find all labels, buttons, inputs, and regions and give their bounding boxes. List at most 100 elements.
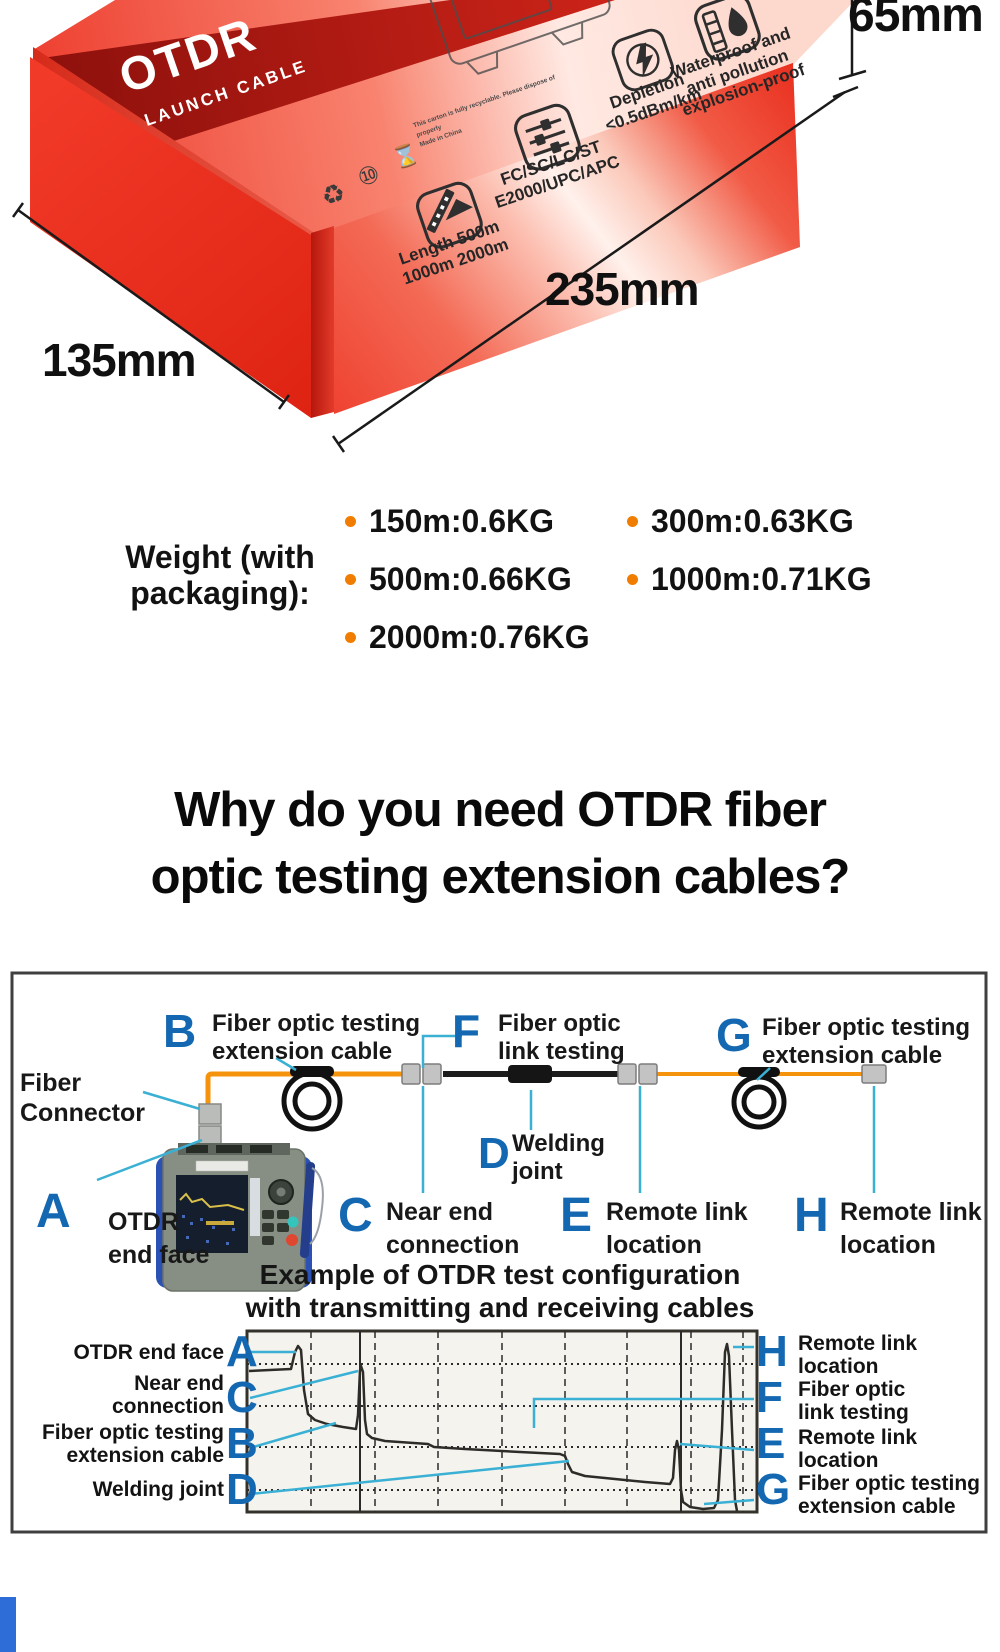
bullet-icon bbox=[345, 516, 356, 527]
chart-left-label-d: Welding joint bbox=[92, 1478, 224, 1501]
chart-letter-d: D bbox=[226, 1465, 258, 1514]
connectors-icon bbox=[508, 98, 588, 182]
callout-f-line1: Fiber optic bbox=[498, 1010, 621, 1037]
lightning-icon bbox=[606, 23, 681, 101]
callout-letter-d: D bbox=[478, 1129, 510, 1178]
page-title-line1: Why do you need OTDR fiber bbox=[174, 783, 827, 837]
callout-label-e: Remote link location bbox=[606, 1196, 748, 1262]
weight-value: 500m:0.66KG bbox=[369, 561, 572, 597]
chart-right-label-e: Remote link location bbox=[798, 1426, 917, 1472]
chart-letter-g: G bbox=[756, 1465, 791, 1514]
fiber-connector-line2: Connector bbox=[20, 1099, 145, 1127]
bullet-icon bbox=[627, 574, 638, 585]
callout-letter-b: B bbox=[163, 1005, 197, 1057]
callout-h-line2: location bbox=[840, 1231, 936, 1259]
chart-left-label-b: Fiber optic testing extension cable bbox=[0, 1421, 224, 1467]
otdr-device-line-drawing-icon bbox=[422, 0, 611, 75]
weight-item: 1000m:0.71KG bbox=[627, 561, 872, 598]
callout-letter-c: C bbox=[338, 1189, 373, 1242]
weight-label-line2: packaging): bbox=[130, 574, 310, 611]
chart-right-e-line2: location bbox=[798, 1449, 879, 1472]
chart-left-b-line1: Fiber optic testing bbox=[41, 1421, 224, 1444]
waterproof-icon bbox=[688, 0, 768, 71]
callout-letter-g: G bbox=[716, 1009, 752, 1061]
callout-c-line1: Near end bbox=[386, 1198, 493, 1226]
welding-joint-sleeve bbox=[508, 1065, 552, 1083]
callout-letter-h: H bbox=[794, 1189, 829, 1242]
chart-left-c-line2: connection bbox=[111, 1395, 224, 1418]
callout-letter-a: A bbox=[36, 1185, 71, 1238]
chart-right-label-f: Fiber optic link testing bbox=[798, 1378, 909, 1424]
bullet-icon bbox=[345, 632, 356, 643]
otdr-trace-line bbox=[248, 1342, 739, 1512]
otdr-device bbox=[156, 1103, 324, 1292]
chart-left-c-line1: Near end bbox=[134, 1372, 224, 1395]
weight-label: Weight (with packaging): bbox=[100, 539, 340, 612]
chart-right-label-g: Fiber optic testing extension cable bbox=[798, 1472, 980, 1518]
chart-letter-e: E bbox=[756, 1419, 786, 1468]
bullet-icon bbox=[627, 516, 638, 527]
callout-a-line1: OTDR bbox=[108, 1208, 179, 1236]
chart-pointer-lines bbox=[249, 1345, 755, 1506]
callout-label-d: Welding joint bbox=[512, 1130, 605, 1186]
fiber-connector-line1: Fiber bbox=[20, 1069, 82, 1097]
callout-g-line1: Fiber optic testing bbox=[762, 1014, 971, 1041]
chart-right-e-line1: Remote link bbox=[798, 1426, 918, 1449]
chart-letter-a: A bbox=[226, 1327, 258, 1376]
callout-label-h: Remote link location bbox=[840, 1196, 982, 1262]
weight-label-line1: Weight (with bbox=[125, 539, 315, 575]
weight-value: 1000m:0.71KG bbox=[651, 561, 872, 597]
cable-connectors bbox=[401, 1063, 887, 1085]
otdr-test-diagram bbox=[10, 971, 988, 1534]
chart-title-line2: with transmitting and receiving cables bbox=[245, 1292, 755, 1323]
callout-d-line2: joint bbox=[512, 1158, 563, 1185]
callout-label-f: Fiber optic link testing bbox=[498, 1010, 625, 1066]
callout-d-line1: Welding bbox=[512, 1130, 605, 1157]
dimension-lines bbox=[11, 0, 867, 453]
chart-right-f-line2: link testing bbox=[798, 1401, 909, 1424]
ruler-icon bbox=[410, 176, 490, 260]
chart-right-g-line2: extension cable bbox=[798, 1495, 956, 1518]
callout-label-b: Fiber optic testing extension cable bbox=[212, 1010, 420, 1066]
callout-pointer-lines bbox=[96, 1034, 876, 1193]
callout-b-line2: extension cable bbox=[212, 1038, 393, 1065]
chart-right-f-line1: Fiber optic bbox=[798, 1378, 906, 1401]
callout-c-line2: connection bbox=[386, 1231, 520, 1259]
callout-letter-e: E bbox=[560, 1189, 593, 1242]
bullet-icon bbox=[345, 574, 356, 585]
weight-value: 150m:0.6KG bbox=[369, 503, 554, 539]
box-front-face bbox=[334, 63, 800, 414]
callout-e-line1: Remote link bbox=[606, 1198, 748, 1226]
chart-right-h-line1: Remote link bbox=[798, 1332, 918, 1355]
box-title-band bbox=[42, 0, 615, 155]
fiber-connector-label: Fiber Connector bbox=[20, 1068, 145, 1128]
chart-left-label-a: OTDR end face bbox=[73, 1341, 224, 1364]
otdr-trace-chart bbox=[245, 1329, 759, 1514]
chart-letter-c: C bbox=[226, 1373, 258, 1422]
chart-letter-b: B bbox=[226, 1419, 258, 1468]
weight-value: 300m:0.63KG bbox=[651, 503, 854, 539]
dimension-length-label: 235mm bbox=[545, 263, 700, 315]
dimension-width-label: 135mm bbox=[42, 334, 197, 386]
box-corner-edge bbox=[311, 226, 334, 418]
chart-title-line1: Example of OTDR test configuration bbox=[259, 1259, 741, 1290]
weight-item: 300m:0.63KG bbox=[627, 503, 854, 540]
launch-cable-coil bbox=[281, 1066, 343, 1132]
chart-letter-h: H bbox=[756, 1327, 788, 1376]
callout-label-g: Fiber optic testing extension cable bbox=[762, 1014, 970, 1070]
chart-right-h-line2: location bbox=[798, 1355, 879, 1378]
callout-f-line2: link testing bbox=[498, 1038, 625, 1065]
callout-label-c: Near end connection bbox=[386, 1196, 519, 1262]
receive-cable-coil bbox=[731, 1067, 787, 1130]
weight-value: 2000m:0.76KG bbox=[369, 619, 590, 655]
callout-b-line1: Fiber optic testing bbox=[212, 1010, 421, 1037]
chart-right-g-line1: Fiber optic testing bbox=[798, 1472, 981, 1495]
callout-letter-f: F bbox=[452, 1005, 481, 1057]
chart-left-b-line2: extension cable bbox=[66, 1444, 224, 1467]
page-title-line2: optic testing extension cables? bbox=[150, 850, 851, 904]
section-accent-bar bbox=[0, 1597, 16, 1652]
weight-item: 2000m:0.76KG bbox=[345, 619, 590, 656]
chart-letter-f: F bbox=[756, 1373, 783, 1422]
dimension-height-label: 65mm bbox=[848, 0, 984, 42]
